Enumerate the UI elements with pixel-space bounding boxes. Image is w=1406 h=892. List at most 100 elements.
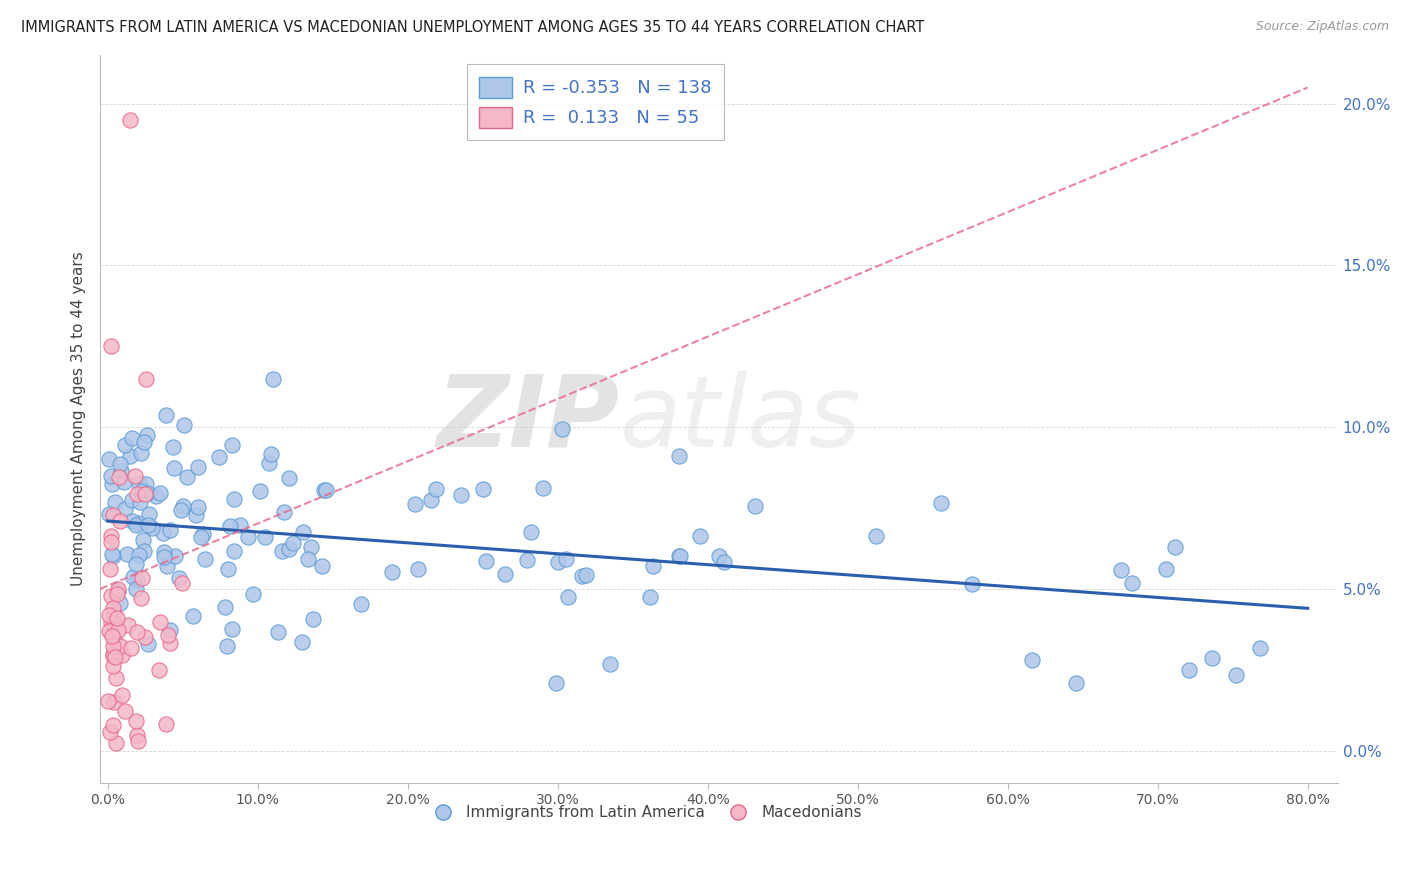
Point: [97, 624, 120, 638]
Point: [221, 438, 243, 452]
Point: [100, 725, 122, 739]
Point: [114, 438, 136, 452]
Point: [217, 562, 239, 576]
Point: [101, 629, 124, 643]
Point: [153, 550, 176, 565]
Point: [103, 649, 125, 664]
Point: [124, 469, 146, 483]
Point: [1064, 675, 1087, 690]
Point: [104, 495, 127, 509]
Point: [135, 486, 157, 500]
Point: [156, 558, 179, 573]
Point: [105, 671, 128, 685]
Point: [162, 440, 184, 454]
Point: [1156, 562, 1178, 576]
Point: [100, 534, 122, 549]
Point: [1121, 575, 1143, 590]
Legend: Immigrants from Latin America, Macedonians: Immigrants from Latin America, Macedonia…: [422, 799, 868, 826]
Point: [128, 548, 150, 562]
Point: [254, 530, 277, 544]
Point: [124, 582, 146, 597]
Text: ZIP: ZIP: [437, 370, 620, 467]
Point: [127, 727, 149, 741]
Point: [103, 695, 125, 709]
Point: [159, 523, 181, 537]
Point: [689, 528, 711, 542]
Point: [1109, 563, 1132, 577]
Point: [281, 536, 304, 550]
Point: [107, 582, 129, 597]
Point: [474, 554, 496, 568]
Point: [131, 483, 153, 498]
Point: [707, 549, 730, 564]
Point: [218, 518, 240, 533]
Point: [262, 371, 284, 385]
Point: [125, 714, 148, 728]
Point: [101, 601, 124, 615]
Y-axis label: Unemployment Among Ages 35 to 44 years: Unemployment Among Ages 35 to 44 years: [72, 252, 86, 586]
Point: [214, 600, 236, 615]
Point: [103, 659, 125, 673]
Point: [132, 434, 155, 449]
Point: [121, 493, 143, 508]
Point: [519, 524, 541, 539]
Point: [173, 500, 195, 514]
Point: [668, 549, 690, 563]
Point: [141, 521, 163, 535]
Point: [929, 496, 952, 510]
Point: [450, 488, 472, 502]
Point: [132, 533, 155, 548]
Point: [551, 422, 574, 436]
Point: [107, 584, 129, 599]
Point: [190, 530, 212, 544]
Point: [406, 562, 429, 576]
Point: [111, 648, 134, 662]
Point: [516, 553, 538, 567]
Point: [159, 623, 181, 637]
Point: [557, 590, 579, 604]
Point: [299, 540, 322, 554]
Point: [117, 547, 139, 561]
Point: [471, 482, 494, 496]
Point: [100, 469, 122, 483]
Point: [101, 508, 124, 522]
Point: [111, 689, 134, 703]
Point: [271, 544, 294, 558]
Point: [222, 491, 245, 506]
Point: [97, 694, 120, 708]
Point: [312, 483, 335, 497]
Point: [1021, 653, 1043, 667]
Point: [169, 503, 191, 517]
Point: [554, 552, 576, 566]
Point: [125, 517, 148, 532]
Point: [277, 470, 299, 484]
Point: [163, 460, 186, 475]
Point: [193, 527, 215, 541]
Point: [380, 565, 402, 579]
Point: [865, 529, 887, 543]
Point: [121, 570, 143, 584]
Point: [159, 636, 181, 650]
Point: [127, 516, 149, 530]
Point: [127, 624, 149, 639]
Point: [155, 408, 177, 422]
Point: [110, 458, 132, 472]
Point: [301, 612, 323, 626]
Point: [134, 630, 156, 644]
Point: [156, 628, 179, 642]
Point: [108, 639, 131, 653]
Point: [207, 450, 229, 465]
Point: [108, 514, 131, 528]
Point: [1225, 668, 1247, 682]
Point: [187, 500, 209, 514]
Point: [176, 470, 198, 484]
Point: [100, 547, 122, 561]
Point: [120, 112, 142, 127]
Point: [291, 634, 314, 648]
Point: [98, 607, 121, 622]
Point: [260, 447, 283, 461]
Point: [125, 557, 148, 571]
Point: [107, 624, 129, 638]
Point: [120, 640, 142, 655]
Point: [267, 625, 290, 640]
